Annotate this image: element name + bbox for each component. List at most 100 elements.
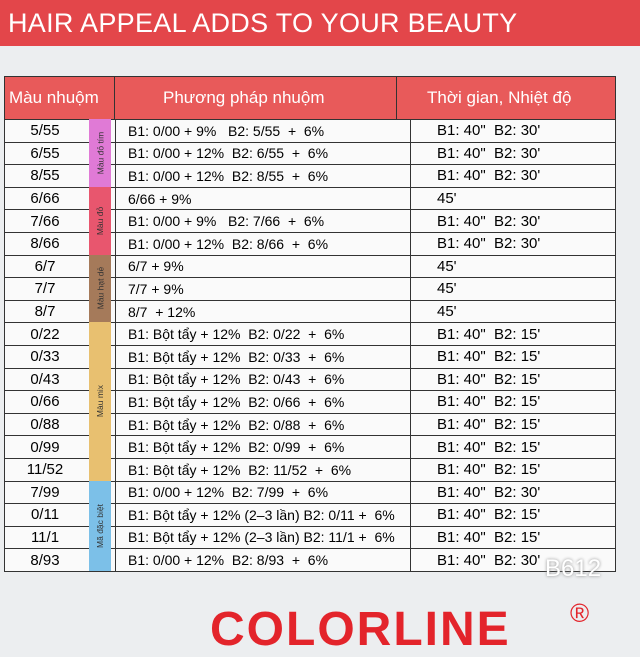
time-cell: B1: 40" B2: 15': [410, 323, 615, 345]
time-cell: B1: 40" B2: 30': [410, 120, 615, 142]
banner-title: HAIR APPEAL ADDS TO YOUR BEAUTY: [0, 0, 640, 46]
header-color: Màu nhuộm: [5, 77, 115, 119]
category-label: Màu đỏ tím: [95, 131, 105, 175]
color-code: 11/52: [26, 461, 64, 479]
time-cell: B1: 40" B2: 15': [410, 413, 615, 436]
method-cell: 6/7 + 9%: [115, 255, 410, 278]
method-cell: B1: 0/00 + 12% B2: 8/93 + 6%: [115, 549, 410, 571]
method-cell: 7/7 + 9%: [115, 278, 410, 300]
time-cell: 45': [410, 187, 615, 210]
table-row: 8/93 B1: 0/00 + 12% B2: 8/93 + 6% B1: 40" …: [5, 548, 615, 571]
method-cell: 6/66 + 9%: [115, 187, 410, 210]
color-code: 6/55: [30, 144, 60, 162]
category-band: Màu mix: [89, 322, 111, 481]
method-cell: B1: Bột tẩy + 12% B2: 0/33 + 6%: [115, 345, 410, 368]
time-cell: 45': [410, 278, 615, 300]
method-cell: B1: 0/00 + 12% B2: 8/55 + 6%: [115, 165, 410, 187]
category-band: Mã đặc biệt: [89, 480, 111, 571]
time-cell: B1: 40" B2: 15': [410, 345, 615, 368]
table-row: 0/88 B1: Bột tẩy + 12% B2: 0/88 + 6% B1: 4…: [5, 412, 615, 436]
table-row: 7/7 7/7 + 9% 45': [5, 277, 615, 300]
method-cell: B1: 0/00 + 12% B2: 7/99 + 6%: [115, 481, 410, 504]
method-cell: B1: Bột tẩy + 12% B2: 0/22 + 6%: [115, 323, 410, 345]
registered-mark: ®: [570, 598, 590, 628]
method-cell: B1: Bột tẩy + 12% B2: 0/88 + 6%: [115, 413, 410, 436]
method-cell: B1: Bột tẩy + 12% (2–3 lần) B2: 11/1 + 6…: [115, 526, 410, 549]
table-row: 7/99 B1: 0/00 + 12% B2: 7/99 + 6% B1: 40" …: [5, 480, 615, 504]
time-cell: B1: 40" B2: 15': [410, 504, 615, 526]
color-code: 0/66: [30, 393, 60, 411]
category-label: Màu mix: [95, 385, 105, 418]
time-cell: B1: 40" B2: 30': [410, 549, 615, 571]
table-row: 6/55 B1: 0/00 + 12% B2: 6/55 + 6% B1: 40" …: [5, 141, 615, 165]
method-cell: B1: Bột tẩy + 12% B2: 0/66 + 6%: [115, 391, 410, 413]
color-code: 0/88: [30, 416, 60, 434]
method-cell: B1: 0/00 + 9% B2: 7/66 + 6%: [115, 210, 410, 232]
time-cell: B1: 40" B2: 30': [410, 232, 615, 255]
table-row: 6/7 6/7 + 9% 45': [5, 254, 615, 278]
color-code: 0/22: [30, 325, 60, 343]
method-cell: B1: Bột tẩy + 12% (2–3 lần) B2: 0/11 + 6…: [115, 504, 410, 526]
time-cell: B1: 40" B2: 15': [410, 436, 615, 458]
table-row: 11/52 B1: Bột tẩy + 12% B2: 11/52 + 6% B1:…: [5, 457, 615, 481]
dye-table: Màu nhuộm Phương pháp nhuộm Thời gian, N…: [4, 76, 616, 572]
method-cell: B1: 0/00 + 12% B2: 8/66 + 6%: [115, 232, 410, 255]
time-cell: 45': [410, 255, 615, 278]
time-cell: 45': [410, 300, 615, 323]
color-code: 5/55: [30, 122, 60, 140]
table-row: 0/33 B1: Bột tẩy + 12% B2: 0/33 + 6% B1: 4…: [5, 344, 615, 368]
table-row: 11/1 B1: Bột tẩy + 12% (2–3 lần) B2: 11/1…: [5, 525, 615, 549]
watermark: B612: [545, 555, 602, 582]
table-row: 7/66 B1: 0/00 + 9% B2: 7/66 + 6% B1: 40" B…: [5, 209, 615, 232]
color-code: 8/93: [30, 551, 60, 569]
category-band: Màu đỏ tím: [89, 119, 111, 187]
table-row: 8/66 B1: 0/00 + 12% B2: 8/66 + 6% B1: 40" …: [5, 231, 615, 255]
table-row: 0/11 B1: Bột tẩy + 12% (2–3 lần) B2: 0/11…: [5, 503, 615, 526]
time-cell: B1: 40" B2: 15': [410, 391, 615, 413]
method-cell: B1: Bột tẩy + 12% B2: 11/52 + 6%: [115, 458, 410, 481]
header-method: Phương pháp nhuộm: [115, 77, 397, 119]
table-row: 6/66 6/66 + 9% 45': [5, 186, 615, 210]
colorline-logo: COLORLINE: [210, 603, 511, 656]
color-code: 11/1: [30, 528, 60, 546]
time-cell: B1: 40" B2: 15': [410, 368, 615, 391]
color-code: 7/99: [30, 483, 60, 501]
category-label: Mã đặc biệt: [95, 503, 106, 548]
color-code: 0/11: [30, 506, 60, 524]
time-cell: B1: 40" B2: 30': [410, 142, 615, 165]
method-cell: 8/7 + 12%: [115, 300, 410, 323]
color-code: 8/66: [30, 235, 60, 253]
method-cell: B1: Bột tẩy + 12% B2: 0/99 + 6%: [115, 436, 410, 458]
category-band: Màu hạt dẻ: [89, 254, 111, 323]
category-label: Màu hạt dẻ: [95, 267, 105, 310]
color-code: 0/43: [30, 370, 60, 388]
color-code: 0/99: [30, 438, 60, 456]
category-label: Màu đỏ: [95, 206, 106, 235]
table-row: 8/55 B1: 0/00 + 12% B2: 8/55 + 6% B1: 40" …: [5, 164, 615, 187]
table-row: 0/66 B1: Bột tẩy + 12% B2: 0/66 + 6% B1: 4…: [5, 390, 615, 413]
color-code: 8/7: [34, 303, 56, 321]
color-code: 8/55: [30, 167, 60, 185]
color-code: 0/33: [30, 348, 60, 366]
time-cell: B1: 40" B2: 30': [410, 481, 615, 504]
method-cell: B1: 0/00 + 12% B2: 6/55 + 6%: [115, 142, 410, 165]
time-cell: B1: 40" B2: 30': [410, 165, 615, 187]
color-code: 7/66: [30, 212, 60, 230]
table-row: 0/99 B1: Bột tẩy + 12% B2: 0/99 + 6% B1: 4…: [5, 435, 615, 458]
table-row: 0/43 B1: Bột tẩy + 12% B2: 0/43 + 6% B1: 4…: [5, 367, 615, 391]
header-time: Thời gian, Nhiệt độ: [427, 88, 572, 107]
table-row: 0/22 B1: Bột tẩy + 12% B2: 0/22 + 6% B1: 4…: [5, 322, 615, 345]
category-band: Màu đỏ: [89, 186, 111, 255]
time-cell: B1: 40" B2: 15': [410, 458, 615, 481]
color-code: 7/7: [34, 280, 56, 298]
method-cell: B1: Bột tẩy + 12% B2: 0/43 + 6%: [115, 368, 410, 391]
table-row: 8/7 8/7 + 12% 45': [5, 299, 615, 323]
color-code: 6/7: [34, 257, 56, 275]
table-body: 5/55 B1: 0/00 + 9% B2: 5/55 + 6% B1: 40" B…: [5, 119, 615, 571]
table-header: Màu nhuộm Phương pháp nhuộm Thời gian, N…: [5, 77, 615, 119]
method-cell: B1: 0/00 + 9% B2: 5/55 + 6%: [115, 120, 410, 142]
color-code: 6/66: [30, 190, 60, 208]
time-cell: B1: 40" B2: 15': [410, 526, 615, 549]
table-row: 5/55 B1: 0/00 + 9% B2: 5/55 + 6% B1: 40" B…: [5, 119, 615, 142]
time-cell: B1: 40" B2: 30': [410, 210, 615, 232]
